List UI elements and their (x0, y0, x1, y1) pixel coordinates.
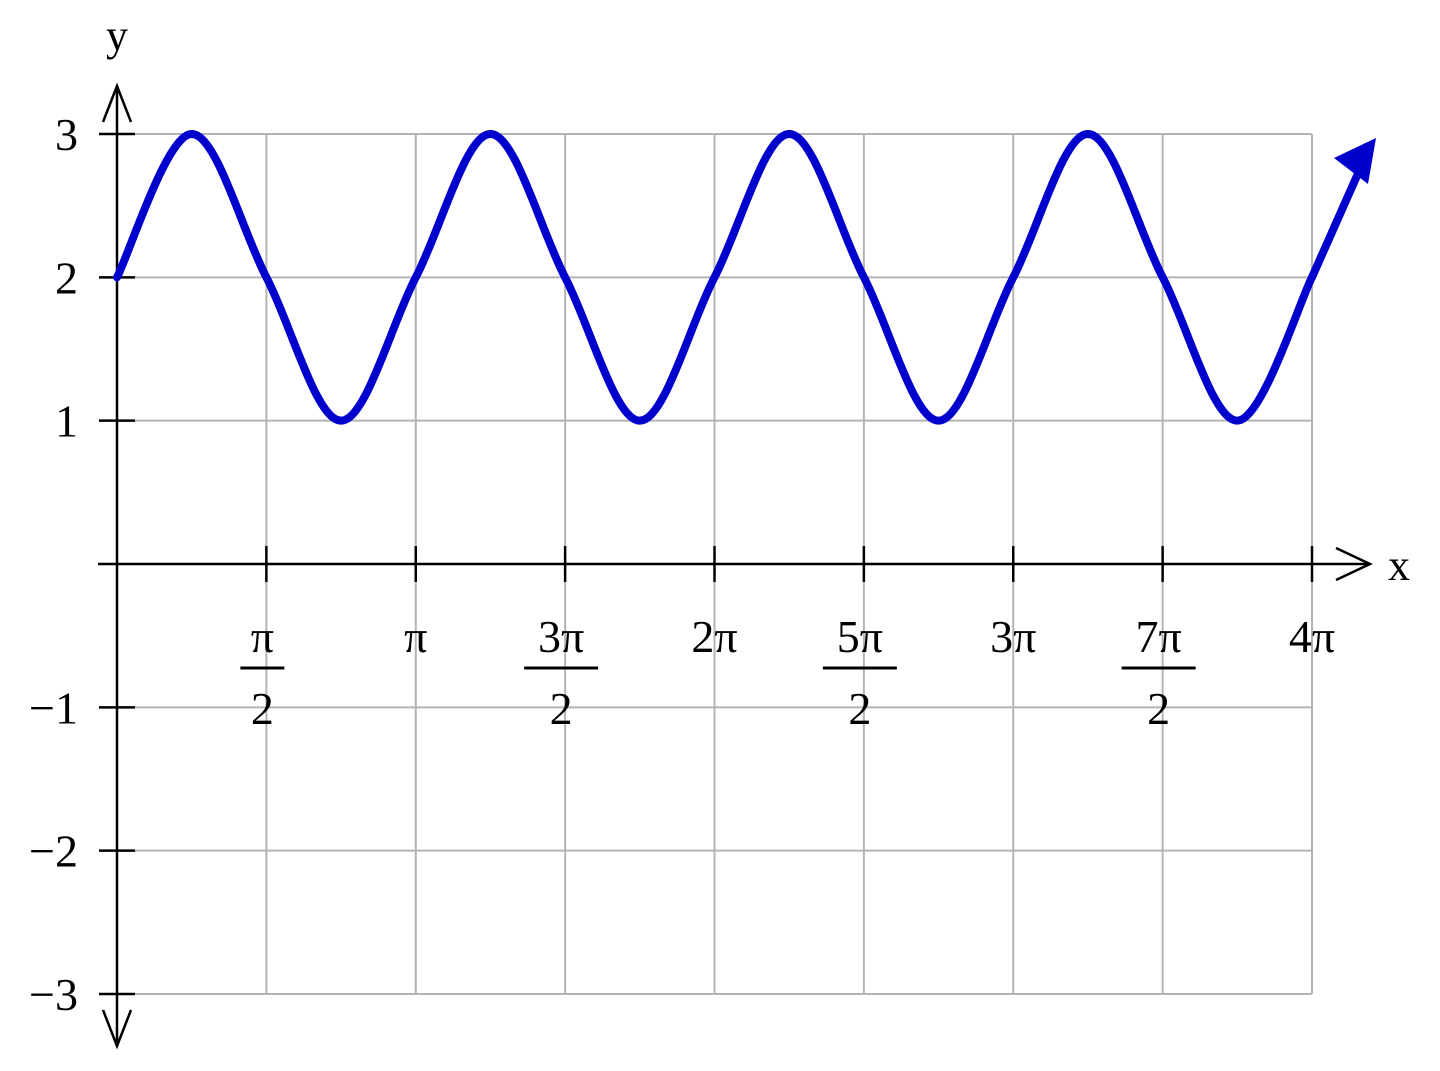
x-tick-label: 3π (990, 611, 1036, 662)
y-tick-label: 1 (55, 396, 78, 447)
y-axis-arrowhead-bottom (101, 1009, 133, 1050)
y-axis-arrowhead-top (101, 82, 133, 123)
series-line (113, 130, 1316, 425)
y-tick-label: −1 (29, 682, 78, 733)
x-tick-label-numerator: π (251, 611, 274, 662)
x-tick-label-denominator: 2 (251, 683, 274, 734)
x-tick-label: π (404, 611, 427, 662)
axes (98, 82, 1373, 1050)
ticks (99, 132, 1314, 996)
x-tick-label-denominator: 2 (1147, 683, 1170, 734)
x-tick-label-numerator: 3π (538, 611, 584, 662)
y-tick-label: −3 (29, 969, 78, 1020)
x-tick-label-denominator: 2 (848, 683, 871, 734)
x-tick-label-numerator: 7π (1136, 611, 1182, 662)
y-tick-label: 3 (55, 109, 78, 160)
series-arrowhead (1334, 138, 1376, 184)
series-layer (113, 130, 1376, 425)
x-axis-label: x (1388, 541, 1410, 590)
y-tick-label: 2 (55, 252, 78, 303)
y-axis-label: y (106, 11, 128, 60)
x-tick-label: 2π (691, 611, 737, 662)
series-continuation (1307, 156, 1368, 282)
x-tick-label-numerator: 5π (837, 611, 883, 662)
x-tick-label-denominator: 2 (550, 683, 573, 734)
x-tick-label: 4π (1289, 611, 1335, 662)
x-axis-arrowhead (1335, 546, 1373, 582)
y-tick-label: −2 (29, 826, 78, 877)
